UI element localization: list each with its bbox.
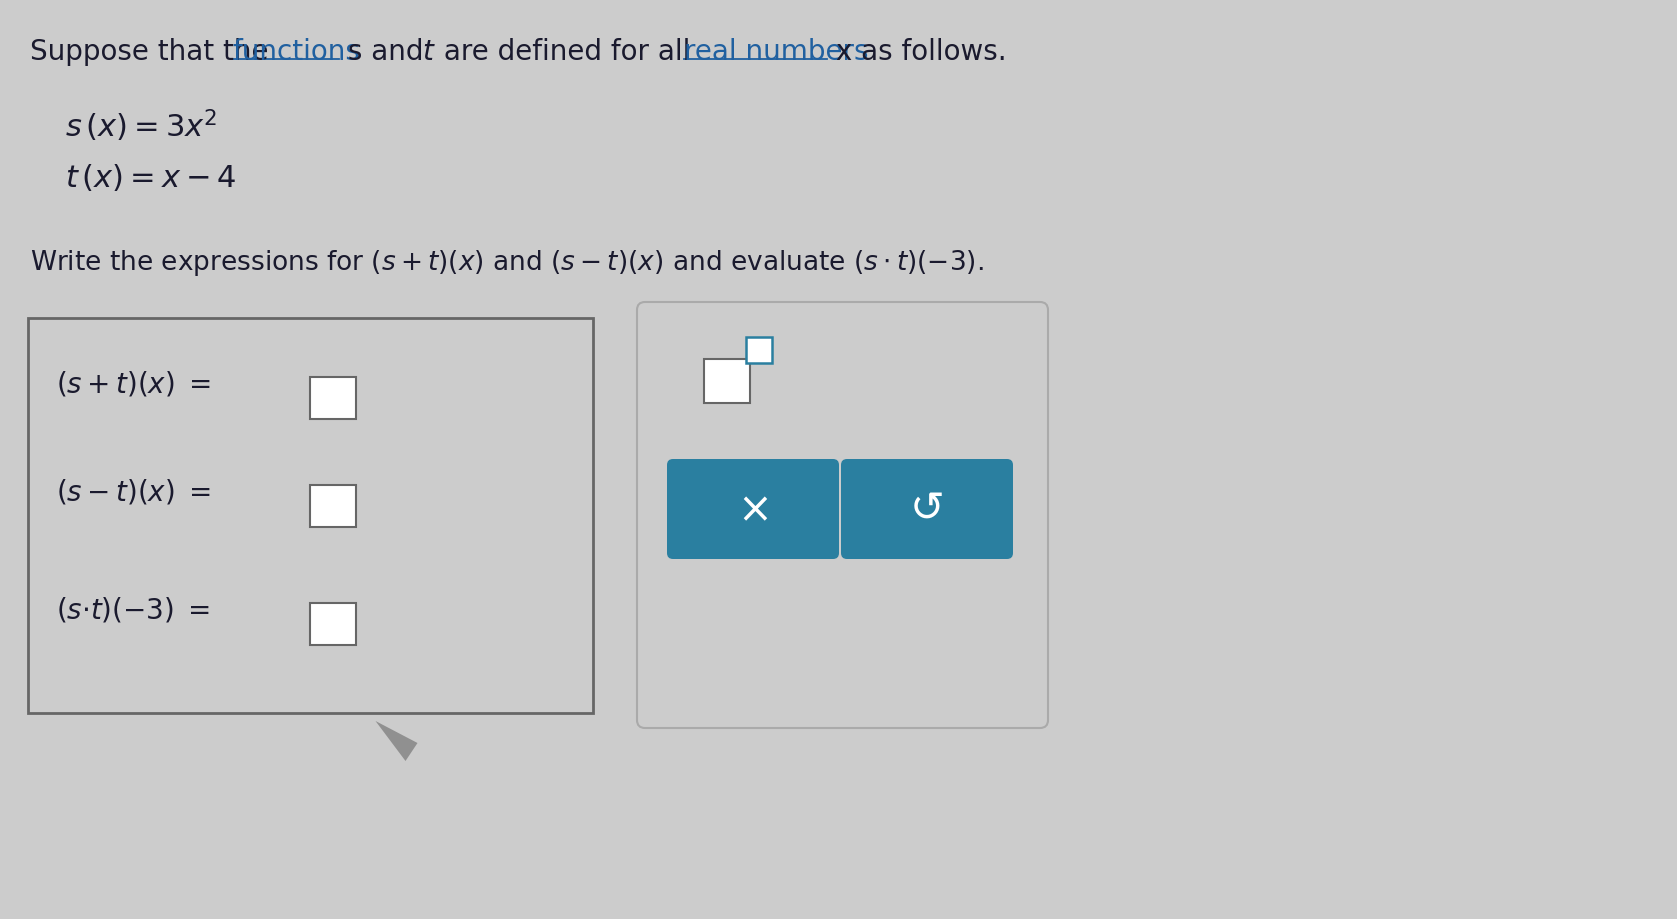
Text: $\times$: $\times$ [738,488,768,530]
FancyBboxPatch shape [704,359,750,403]
FancyBboxPatch shape [637,302,1048,728]
FancyBboxPatch shape [667,459,838,559]
Text: t: t [423,38,434,66]
Text: are defined for all: are defined for all [434,38,699,66]
Text: $(s-t)(x)\;=$: $(s-t)(x)\;=$ [55,478,210,507]
Polygon shape [376,721,418,761]
Text: Write the expressions for $(s+t)(x)$ and $(s-t)(x)$ and evaluate $(s\cdot t)(-3): Write the expressions for $(s+t)(x)$ and… [30,248,984,278]
FancyBboxPatch shape [310,603,356,645]
FancyBboxPatch shape [29,318,594,713]
Text: ↺: ↺ [909,488,944,530]
Text: $t\,(x) = x - 4$: $t\,(x) = x - 4$ [65,163,236,194]
Text: real numbers: real numbers [684,38,869,66]
Text: $(s{\cdot}t)(-3)\;=$: $(s{\cdot}t)(-3)\;=$ [55,596,210,625]
FancyBboxPatch shape [310,485,356,527]
Text: $s\,(x) = 3x^2$: $s\,(x) = 3x^2$ [65,108,218,144]
Text: x as follows.: x as follows. [827,38,1006,66]
FancyBboxPatch shape [840,459,1013,559]
Text: s and: s and [339,38,433,66]
Text: Suppose that the: Suppose that the [30,38,277,66]
FancyBboxPatch shape [746,337,771,363]
Text: $(s+t)(x)\;=$: $(s+t)(x)\;=$ [55,370,210,399]
FancyBboxPatch shape [310,377,356,419]
Text: functions: functions [233,38,361,66]
